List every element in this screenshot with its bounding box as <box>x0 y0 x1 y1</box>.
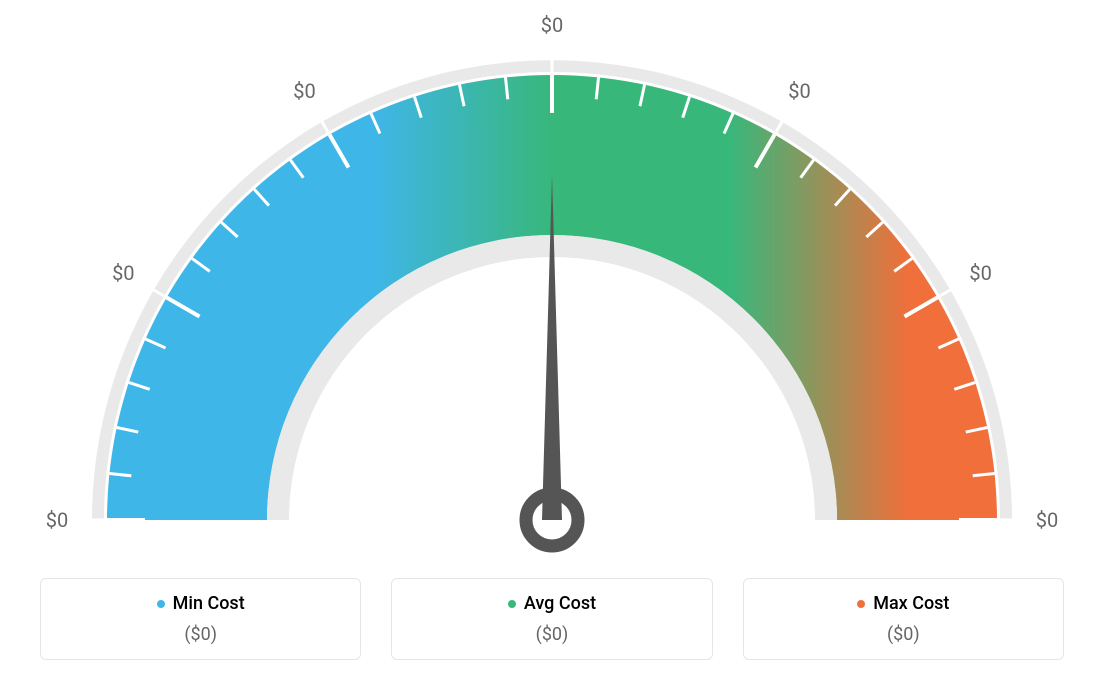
gauge-chart: $0 $0 $0 $0 $0 $0 $0 <box>0 0 1104 560</box>
legend-label-max: Max Cost <box>873 593 949 614</box>
legend-title-min: Min Cost <box>157 593 245 614</box>
legend-label-min: Min Cost <box>173 593 245 614</box>
legend-card-max: Max Cost ($0) <box>743 578 1064 661</box>
legend-title-max: Max Cost <box>857 593 949 614</box>
gauge-tick-label: $0 <box>46 508 68 532</box>
gauge-tick-label: $0 <box>788 79 810 103</box>
legend-card-avg: Avg Cost ($0) <box>391 578 712 661</box>
legend-dot-min <box>157 600 165 608</box>
legend-dot-max <box>857 600 865 608</box>
gauge-tick-label: $0 <box>293 79 315 103</box>
legend-row: Min Cost ($0) Avg Cost ($0) Max Cost ($0… <box>0 558 1104 690</box>
gauge-tick-label: $0 <box>112 261 134 285</box>
gauge-svg <box>0 0 1104 560</box>
legend-value-max: ($0) <box>760 624 1047 645</box>
gauge-tick-label: $0 <box>1036 508 1058 532</box>
legend-value-avg: ($0) <box>408 624 695 645</box>
legend-card-min: Min Cost ($0) <box>40 578 361 661</box>
legend-value-min: ($0) <box>57 624 344 645</box>
gauge-tick-label: $0 <box>541 13 563 37</box>
legend-label-avg: Avg Cost <box>524 593 596 614</box>
gauge-tick-label: $0 <box>969 261 991 285</box>
legend-dot-avg <box>508 600 516 608</box>
legend-title-avg: Avg Cost <box>508 593 596 614</box>
